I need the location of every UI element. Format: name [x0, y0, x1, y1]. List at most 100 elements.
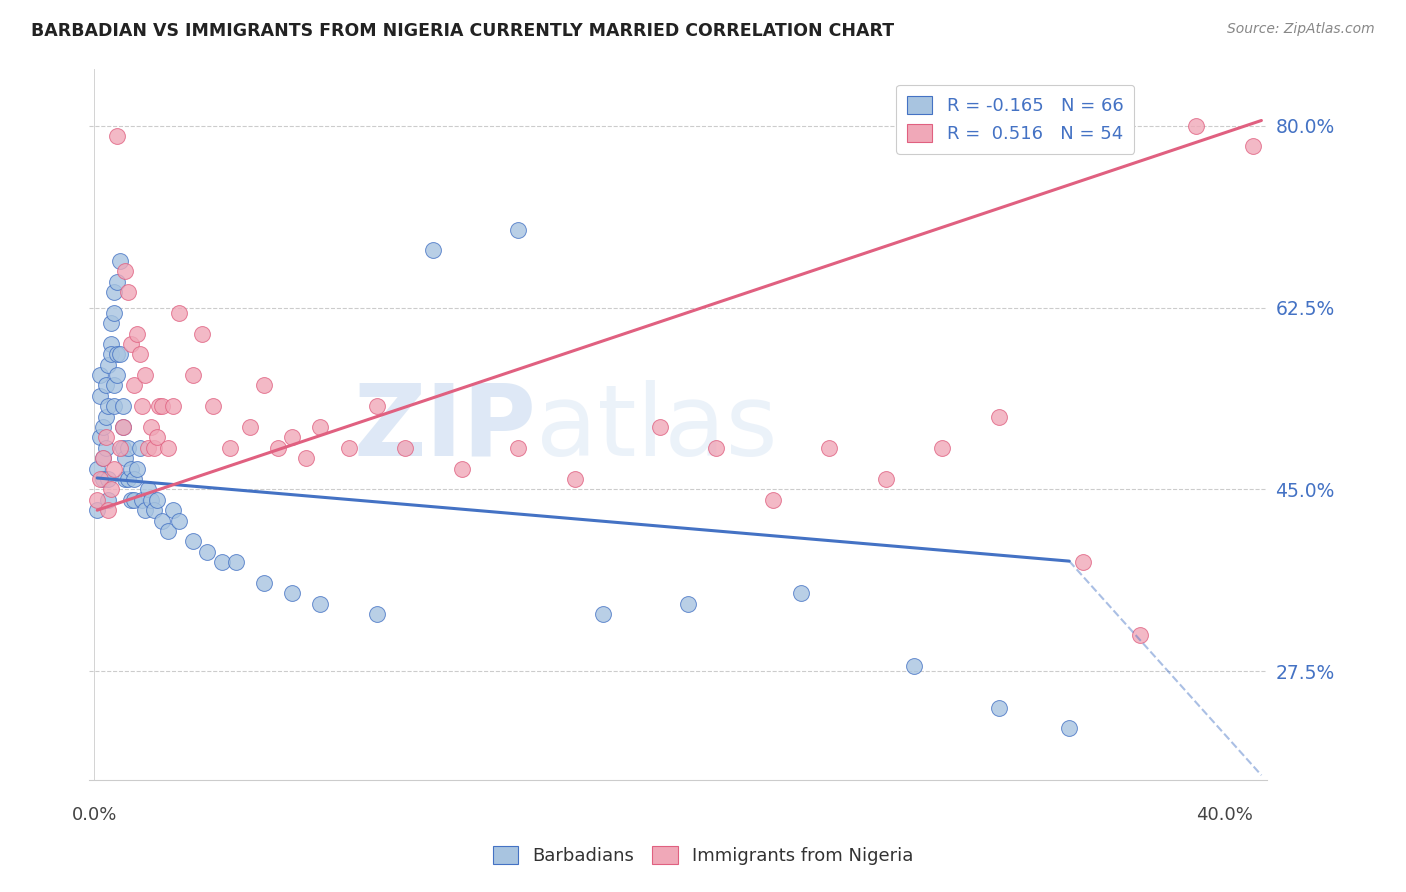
Text: BARBADIAN VS IMMIGRANTS FROM NIGERIA CURRENTLY MARRIED CORRELATION CHART: BARBADIAN VS IMMIGRANTS FROM NIGERIA CUR…	[31, 22, 894, 40]
Point	[100, 316, 122, 330]
Point	[267, 441, 290, 455]
Legend: R = -0.165   N = 66, R =  0.516   N = 54: R = -0.165 N = 66, R = 0.516 N = 54	[896, 85, 1135, 154]
Text: ZIP: ZIP	[353, 379, 537, 476]
Point	[100, 337, 122, 351]
Point	[592, 607, 614, 621]
Point	[128, 441, 150, 455]
Point	[94, 378, 117, 392]
Point	[91, 472, 114, 486]
Point	[195, 545, 218, 559]
Text: 40.0%: 40.0%	[1197, 806, 1253, 824]
Point	[97, 503, 120, 517]
Point	[139, 492, 162, 507]
Point	[86, 503, 108, 517]
Point	[111, 399, 134, 413]
Point	[139, 420, 162, 434]
Point	[97, 399, 120, 413]
Point	[131, 399, 153, 413]
Point	[125, 326, 148, 341]
Point	[366, 607, 388, 621]
Point	[134, 503, 156, 517]
Point	[145, 430, 167, 444]
Point	[309, 597, 332, 611]
Legend: Barbadians, Immigrants from Nigeria: Barbadians, Immigrants from Nigeria	[485, 838, 921, 872]
Point	[111, 441, 134, 455]
Point	[145, 492, 167, 507]
Point	[105, 129, 128, 144]
Point	[136, 483, 159, 497]
Point	[120, 337, 142, 351]
Point	[111, 420, 134, 434]
Point	[100, 483, 122, 497]
Point	[903, 659, 925, 673]
Point	[875, 472, 897, 486]
Point	[97, 492, 120, 507]
Point	[422, 244, 444, 258]
Text: Source: ZipAtlas.com: Source: ZipAtlas.com	[1227, 22, 1375, 37]
Point	[366, 399, 388, 413]
Point	[86, 461, 108, 475]
Point	[128, 347, 150, 361]
Point	[1129, 628, 1152, 642]
Point	[117, 441, 139, 455]
Point	[108, 347, 131, 361]
Point	[818, 441, 841, 455]
Point	[190, 326, 212, 341]
Point	[281, 430, 304, 444]
Point	[105, 275, 128, 289]
Point	[91, 420, 114, 434]
Point	[162, 503, 184, 517]
Point	[167, 306, 190, 320]
Point	[100, 347, 122, 361]
Point	[120, 492, 142, 507]
Point	[131, 492, 153, 507]
Point	[105, 368, 128, 383]
Point	[790, 586, 813, 600]
Point	[1073, 555, 1095, 569]
Point	[89, 472, 111, 486]
Point	[103, 399, 125, 413]
Point	[94, 430, 117, 444]
Point	[1241, 139, 1264, 153]
Point	[91, 451, 114, 466]
Point	[508, 222, 530, 236]
Point	[114, 451, 136, 466]
Point	[181, 368, 204, 383]
Point	[704, 441, 727, 455]
Point	[181, 534, 204, 549]
Point	[648, 420, 671, 434]
Point	[148, 399, 170, 413]
Point	[134, 368, 156, 383]
Point	[156, 524, 179, 538]
Point	[508, 441, 530, 455]
Text: 0.0%: 0.0%	[72, 806, 117, 824]
Point	[676, 597, 699, 611]
Point	[225, 555, 247, 569]
Point	[103, 461, 125, 475]
Point	[987, 409, 1010, 424]
Point	[987, 700, 1010, 714]
Point	[108, 441, 131, 455]
Point	[202, 399, 225, 413]
Point	[150, 399, 173, 413]
Point	[125, 461, 148, 475]
Point	[114, 472, 136, 486]
Point	[94, 409, 117, 424]
Point	[97, 472, 120, 486]
Point	[111, 420, 134, 434]
Point	[91, 451, 114, 466]
Point	[122, 472, 145, 486]
Point	[1057, 722, 1080, 736]
Point	[450, 461, 472, 475]
Point	[337, 441, 360, 455]
Point	[117, 285, 139, 299]
Point	[108, 253, 131, 268]
Point	[167, 514, 190, 528]
Point	[211, 555, 233, 569]
Point	[94, 441, 117, 455]
Point	[97, 358, 120, 372]
Point	[103, 306, 125, 320]
Point	[1185, 119, 1208, 133]
Point	[931, 441, 953, 455]
Point	[114, 264, 136, 278]
